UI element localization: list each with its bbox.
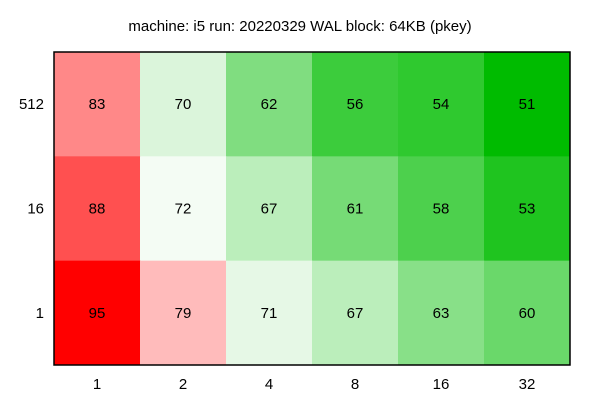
cell-value-label: 54	[433, 96, 450, 113]
heatmap-cell	[398, 52, 485, 157]
x-tick-label: 2	[179, 376, 187, 393]
cell-value-label: 63	[433, 305, 450, 322]
x-tick-label: 4	[265, 376, 273, 393]
x-tick-label: 8	[351, 376, 359, 393]
heatmap-cell	[312, 52, 399, 157]
y-tick-label: 1	[36, 305, 44, 322]
heatmap-cell	[226, 260, 313, 366]
heatmap-cell	[484, 52, 571, 157]
heatmap-cell	[54, 260, 141, 366]
y-tick-label: 16	[27, 201, 44, 218]
cell-value-label: 58	[433, 201, 450, 218]
x-tick-label: 16	[433, 376, 450, 393]
cell-value-label: 83	[89, 96, 106, 113]
cell-value-label: 67	[261, 201, 278, 218]
y-axis-ticks: 512 16 1	[19, 96, 44, 322]
heatmap-cell	[140, 260, 227, 366]
cell-value-label: 70	[175, 96, 192, 113]
heatmap-cell	[140, 156, 227, 262]
heatmap-cell	[312, 156, 399, 262]
cell-value-label: 61	[347, 201, 364, 218]
chart-title: machine: i5 run: 20220329 WAL block: 64K…	[128, 18, 471, 35]
cell-value-label: 60	[519, 305, 536, 322]
plot-border	[53, 51, 571, 366]
cell-value-label: 56	[347, 96, 364, 113]
heatmap-cell	[54, 52, 141, 157]
heatmap-cells: 83 70 62 56 54 51 88 72 67 61 58 53 95 79 71 67 63 60	[54, 52, 571, 366]
heatmap-cell	[312, 260, 399, 366]
cell-value-label: 88	[89, 201, 106, 218]
cell-value-label: 71	[261, 305, 278, 322]
heatmap-cell	[398, 260, 485, 366]
heatmap-cell	[484, 156, 571, 262]
heatmap-cell	[140, 52, 227, 157]
cell-value-label: 51	[519, 96, 536, 113]
heatmap-cell	[226, 52, 313, 157]
cell-value-label: 67	[347, 305, 364, 322]
heatmap-cell	[398, 156, 485, 262]
heatmap-cell	[54, 156, 141, 262]
heatmap-cell	[226, 156, 313, 262]
cell-value-label: 53	[519, 201, 536, 218]
cell-value-label: 62	[261, 96, 278, 113]
y-tick-label: 512	[19, 96, 44, 113]
x-tick-label: 32	[519, 376, 536, 393]
x-axis-ticks: 1 2 4 8 16 32	[93, 376, 536, 393]
cell-value-label: 72	[175, 201, 192, 218]
x-tick-label: 1	[93, 376, 101, 393]
cell-value-label: 79	[175, 305, 192, 322]
cell-value-label: 95	[89, 305, 106, 322]
heatmap-cell	[484, 260, 571, 366]
